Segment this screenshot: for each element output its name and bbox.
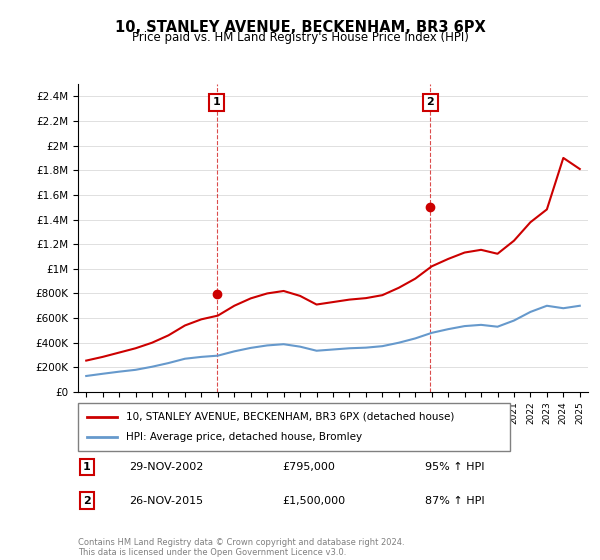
Text: £1,500,000: £1,500,000 xyxy=(282,496,345,506)
Text: 10, STANLEY AVENUE, BECKENHAM, BR3 6PX (detached house): 10, STANLEY AVENUE, BECKENHAM, BR3 6PX (… xyxy=(125,412,454,422)
Text: 87% ↑ HPI: 87% ↑ HPI xyxy=(425,496,484,506)
Text: 10, STANLEY AVENUE, BECKENHAM, BR3 6PX: 10, STANLEY AVENUE, BECKENHAM, BR3 6PX xyxy=(115,20,485,35)
Text: Price paid vs. HM Land Registry's House Price Index (HPI): Price paid vs. HM Land Registry's House … xyxy=(131,31,469,44)
FancyBboxPatch shape xyxy=(78,403,510,451)
Text: 1: 1 xyxy=(212,97,220,108)
Text: 1: 1 xyxy=(83,462,91,472)
Text: HPI: Average price, detached house, Bromley: HPI: Average price, detached house, Brom… xyxy=(125,432,362,442)
Text: 2: 2 xyxy=(83,496,91,506)
Text: 29-NOV-2002: 29-NOV-2002 xyxy=(129,462,203,472)
Text: 2: 2 xyxy=(427,97,434,108)
Text: £795,000: £795,000 xyxy=(282,462,335,472)
Text: 95% ↑ HPI: 95% ↑ HPI xyxy=(425,462,484,472)
Text: Contains HM Land Registry data © Crown copyright and database right 2024.
This d: Contains HM Land Registry data © Crown c… xyxy=(78,538,404,557)
Text: 26-NOV-2015: 26-NOV-2015 xyxy=(129,496,203,506)
